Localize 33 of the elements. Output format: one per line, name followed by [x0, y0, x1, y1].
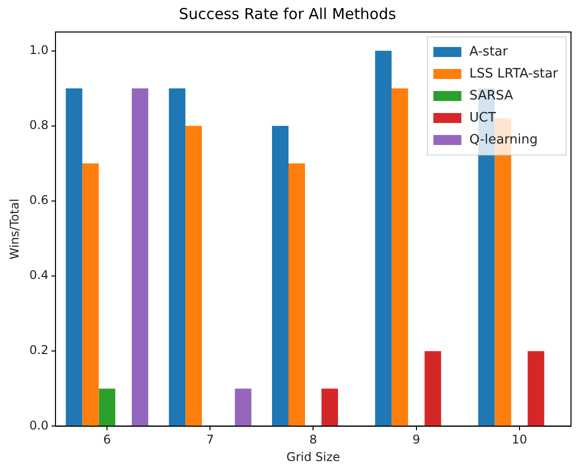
bar: [424, 351, 442, 426]
legend-label: UCT: [469, 110, 496, 126]
legend-label: A-star: [469, 44, 509, 60]
x-tick-label: 8: [309, 432, 318, 447]
x-axis-title: Grid Size: [286, 450, 340, 464]
chart-title: Success Rate for All Methods: [178, 4, 396, 23]
bar: [168, 88, 186, 426]
bar: [234, 388, 252, 426]
bar: [82, 163, 99, 426]
bar: [185, 126, 202, 426]
legend-label: Q-learning: [469, 132, 538, 148]
bar: [132, 88, 148, 426]
bar: [528, 351, 544, 426]
legend-label: LSS LRTA-star: [469, 66, 559, 82]
x-tick-label: 7: [206, 432, 214, 447]
bar: [392, 88, 408, 426]
bar: [66, 88, 82, 426]
bar: [272, 126, 288, 426]
x-tick-label: 9: [412, 432, 420, 447]
bar: [375, 50, 392, 426]
legend-label: SARSA: [469, 88, 514, 104]
y-tick-label: 0.6: [29, 193, 48, 208]
y-tick-label: 0.2: [29, 343, 48, 358]
bar: [321, 388, 338, 426]
y-tick-label: 1.0: [29, 42, 48, 57]
y-axis-title: Wins/Total: [7, 198, 22, 260]
x-tick-label: 6: [103, 432, 111, 447]
bar: [288, 163, 305, 426]
bar: [98, 388, 116, 426]
y-tick-label: 0.4: [29, 268, 48, 282]
y-tick-label: 0.8: [29, 118, 48, 132]
y-tick-label: 0.0: [29, 418, 48, 432]
x-tick-label: 10: [512, 432, 528, 447]
